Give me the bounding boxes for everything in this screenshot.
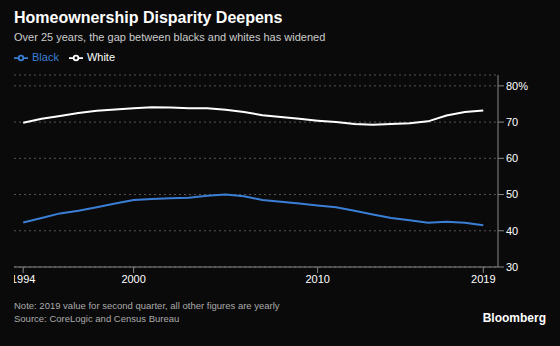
html-text:White: White xyxy=(86,51,115,63)
svg-text:2019: 2019 xyxy=(471,273,495,285)
html-text:Over 25 years, the gap between: Over 25 years, the gap between blacks an… xyxy=(14,31,326,43)
svg-text:30: 30 xyxy=(506,261,518,273)
html-text:Bloomberg: Bloomberg xyxy=(482,311,546,325)
svg-text:1994: 1994 xyxy=(14,273,35,285)
svg-text:2000: 2000 xyxy=(121,273,145,285)
svg-text:80%: 80% xyxy=(506,80,528,92)
html-text:Note: 2019 value for second qu: Note: 2019 value for second quarter, all… xyxy=(14,300,280,311)
svg-text:60: 60 xyxy=(506,152,518,164)
svg-text:50: 50 xyxy=(506,188,518,200)
svg-text:70: 70 xyxy=(506,116,518,128)
html-text:Homeownership Disparity Deepen: Homeownership Disparity Deepens xyxy=(14,9,283,26)
svg-text:2010: 2010 xyxy=(305,273,329,285)
html-text:Black: Black xyxy=(32,51,59,63)
html-text:Source: CoreLogic and Census B: Source: CoreLogic and Census Bureau xyxy=(14,313,180,324)
svg-text:40: 40 xyxy=(506,225,518,237)
